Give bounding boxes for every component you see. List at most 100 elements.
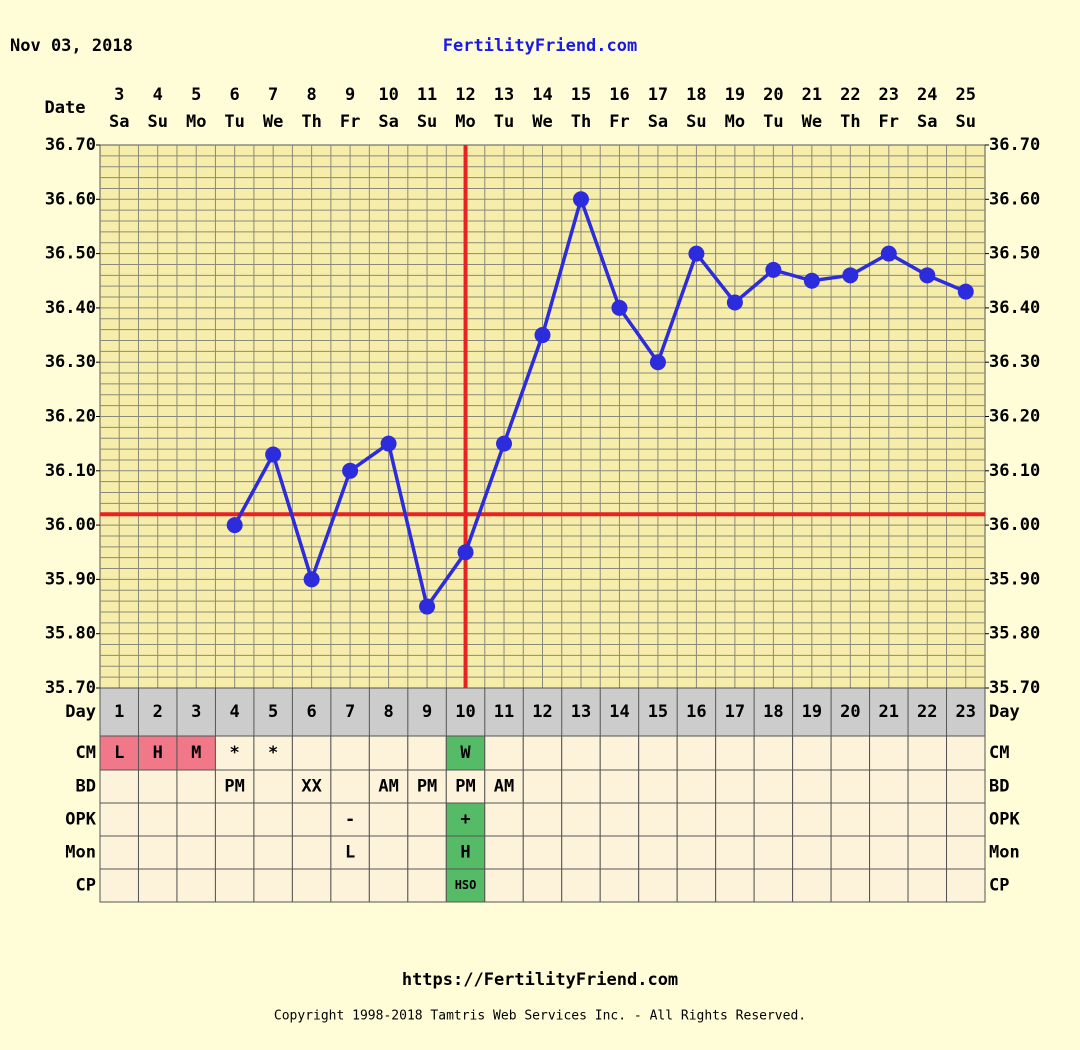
obs-cell bbox=[484, 868, 524, 903]
obs-cell bbox=[792, 735, 832, 771]
temp-point bbox=[226, 517, 243, 534]
obs-cell bbox=[561, 868, 601, 903]
obs-cell bbox=[522, 835, 563, 870]
obs-value: PM bbox=[224, 777, 244, 797]
y-tick-label-right: 36.60 bbox=[989, 189, 1040, 209]
obs-cell bbox=[291, 802, 332, 837]
day-number: 21 bbox=[879, 702, 899, 722]
weekday-label: Mo bbox=[186, 112, 206, 132]
y-tick-label: 36.20 bbox=[45, 407, 96, 427]
weekday-label: Th bbox=[301, 112, 321, 132]
obs-cell bbox=[676, 769, 717, 804]
date-label: 11 bbox=[417, 85, 437, 105]
obs-value: * bbox=[230, 743, 240, 763]
obs-cell bbox=[407, 802, 447, 837]
row-label: CM bbox=[76, 743, 96, 763]
date-label: 6 bbox=[230, 85, 240, 105]
date-label: 22 bbox=[840, 85, 860, 105]
day-number: 6 bbox=[307, 702, 317, 722]
obs-cell bbox=[561, 735, 601, 771]
row-label: BD bbox=[76, 777, 96, 797]
obs-cell bbox=[291, 835, 332, 870]
date-label: 17 bbox=[648, 85, 668, 105]
obs-cell bbox=[214, 802, 255, 837]
temp-point bbox=[572, 191, 589, 208]
obs-cell bbox=[946, 868, 986, 903]
obs-cell bbox=[830, 868, 871, 903]
weekday-label: Tu bbox=[494, 112, 514, 132]
y-tick-label: 36.70 bbox=[45, 135, 96, 155]
obs-cell bbox=[946, 835, 986, 870]
row-label-right: CM bbox=[989, 743, 1009, 763]
weekday-label: Th bbox=[840, 112, 860, 132]
obs-cell bbox=[368, 802, 409, 837]
temp-point bbox=[649, 354, 666, 371]
weekday-label: We bbox=[532, 112, 552, 132]
obs-cell bbox=[99, 735, 139, 771]
day-number: 20 bbox=[840, 702, 860, 722]
copyright: Copyright 1998-2018 Tamtris Web Services… bbox=[274, 1009, 806, 1024]
temp-point bbox=[842, 267, 859, 284]
chart-date: Nov 03, 2018 bbox=[10, 36, 133, 56]
date-label: 25 bbox=[956, 85, 976, 105]
obs-cell bbox=[907, 835, 948, 870]
obs-value: + bbox=[460, 810, 470, 830]
temp-point bbox=[957, 283, 974, 300]
temp-point bbox=[765, 261, 782, 278]
day-number: 5 bbox=[268, 702, 278, 722]
obs-cell bbox=[946, 769, 986, 804]
temp-point bbox=[496, 435, 513, 452]
y-tick-label: 36.50 bbox=[45, 244, 96, 264]
obs-cell bbox=[907, 868, 948, 903]
obs-cell bbox=[638, 868, 678, 903]
obs-value: HSO bbox=[455, 878, 477, 892]
obs-cell bbox=[368, 735, 409, 771]
date-label: 14 bbox=[532, 85, 552, 105]
y-tick-label-right: 35.80 bbox=[989, 624, 1040, 644]
weekday-label: Fr bbox=[879, 112, 899, 132]
temp-point bbox=[688, 245, 705, 262]
obs-cell bbox=[330, 868, 370, 903]
obs-cell bbox=[407, 835, 447, 870]
obs-cell bbox=[792, 769, 832, 804]
day-label: Day bbox=[65, 702, 96, 722]
day-number: 18 bbox=[763, 702, 783, 722]
day-number: 2 bbox=[153, 702, 163, 722]
obs-value: H bbox=[460, 843, 470, 863]
temp-point bbox=[265, 446, 282, 463]
day-number: 12 bbox=[532, 702, 552, 722]
obs-cell bbox=[291, 735, 332, 771]
day-number: 7 bbox=[345, 702, 355, 722]
obs-cell bbox=[638, 769, 678, 804]
date-label: 23 bbox=[879, 85, 899, 105]
obs-cell bbox=[830, 835, 871, 870]
obs-cell bbox=[176, 769, 216, 804]
day-number: 17 bbox=[725, 702, 745, 722]
obs-cell bbox=[753, 868, 794, 903]
temp-point bbox=[611, 299, 628, 316]
temp-point bbox=[880, 245, 897, 262]
obs-cell bbox=[99, 769, 139, 804]
obs-cell bbox=[907, 735, 948, 771]
obs-cell bbox=[330, 735, 370, 771]
date-label: 19 bbox=[725, 85, 745, 105]
day-row bbox=[99, 687, 986, 737]
obs-cell bbox=[869, 802, 909, 837]
y-tick-label-right: 35.70 bbox=[989, 678, 1040, 698]
temp-point bbox=[457, 544, 474, 561]
obs-cell bbox=[99, 802, 139, 837]
obs-cell bbox=[368, 868, 409, 903]
temp-point bbox=[726, 294, 743, 311]
y-tick-label-right: 35.90 bbox=[989, 569, 1040, 589]
weekday-label: We bbox=[263, 112, 283, 132]
obs-cell bbox=[368, 835, 409, 870]
weekday-label: Sa bbox=[109, 112, 129, 132]
obs-cell bbox=[253, 868, 293, 903]
y-tick-label: 36.40 bbox=[45, 298, 96, 318]
obs-cell bbox=[792, 868, 832, 903]
obs-cell bbox=[330, 802, 370, 837]
obs-cell bbox=[599, 769, 640, 804]
obs-cell bbox=[599, 802, 640, 837]
x-label: Date bbox=[45, 98, 86, 118]
obs-cell bbox=[792, 835, 832, 870]
